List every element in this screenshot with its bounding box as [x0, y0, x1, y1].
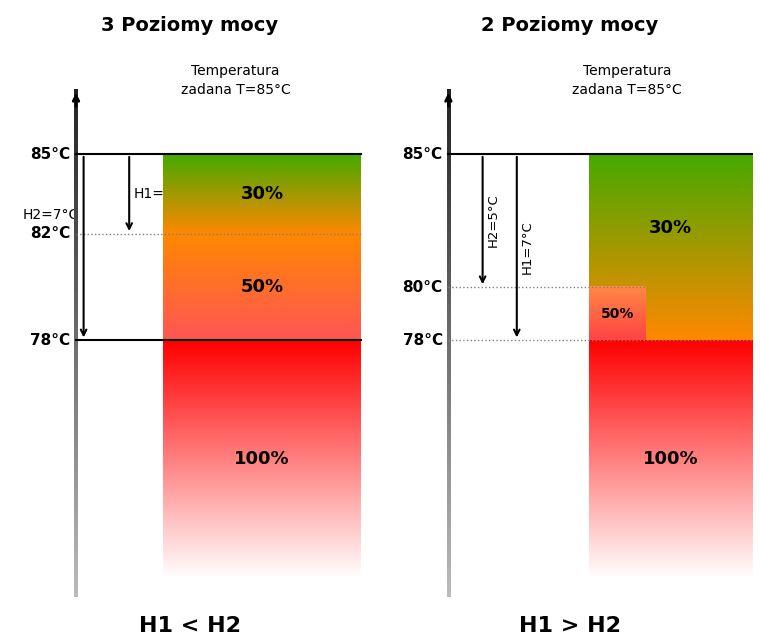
Text: 78°C: 78°C: [30, 333, 70, 348]
Text: 100%: 100%: [643, 450, 698, 468]
Text: H2=7°C: H2=7°C: [23, 208, 79, 222]
Text: H1 < H2: H1 < H2: [139, 616, 241, 636]
Text: 82°C: 82°C: [30, 227, 70, 241]
Text: H1=7°C: H1=7°C: [521, 220, 534, 274]
Text: 30%: 30%: [241, 185, 283, 203]
Text: 85°C: 85°C: [403, 146, 442, 162]
Text: 50%: 50%: [601, 307, 634, 320]
Text: Temperatura
zadana T=85°C: Temperatura zadana T=85°C: [572, 64, 682, 96]
Text: 80°C: 80°C: [403, 279, 442, 295]
Text: 3 Poziomy mocy: 3 Poziomy mocy: [101, 16, 279, 35]
Text: H1=3°C: H1=3°C: [134, 187, 190, 201]
Text: H2=5°C: H2=5°C: [486, 194, 499, 247]
Text: 78°C: 78°C: [403, 333, 442, 348]
Text: Temperatura
zadana T=85°C: Temperatura zadana T=85°C: [181, 64, 290, 96]
Text: H1 > H2: H1 > H2: [519, 616, 621, 636]
Text: 85°C: 85°C: [30, 146, 70, 162]
Text: 30%: 30%: [649, 219, 692, 237]
Text: 100%: 100%: [234, 450, 290, 468]
Text: 50%: 50%: [241, 278, 283, 296]
Text: 2 Poziomy mocy: 2 Poziomy mocy: [481, 16, 659, 35]
